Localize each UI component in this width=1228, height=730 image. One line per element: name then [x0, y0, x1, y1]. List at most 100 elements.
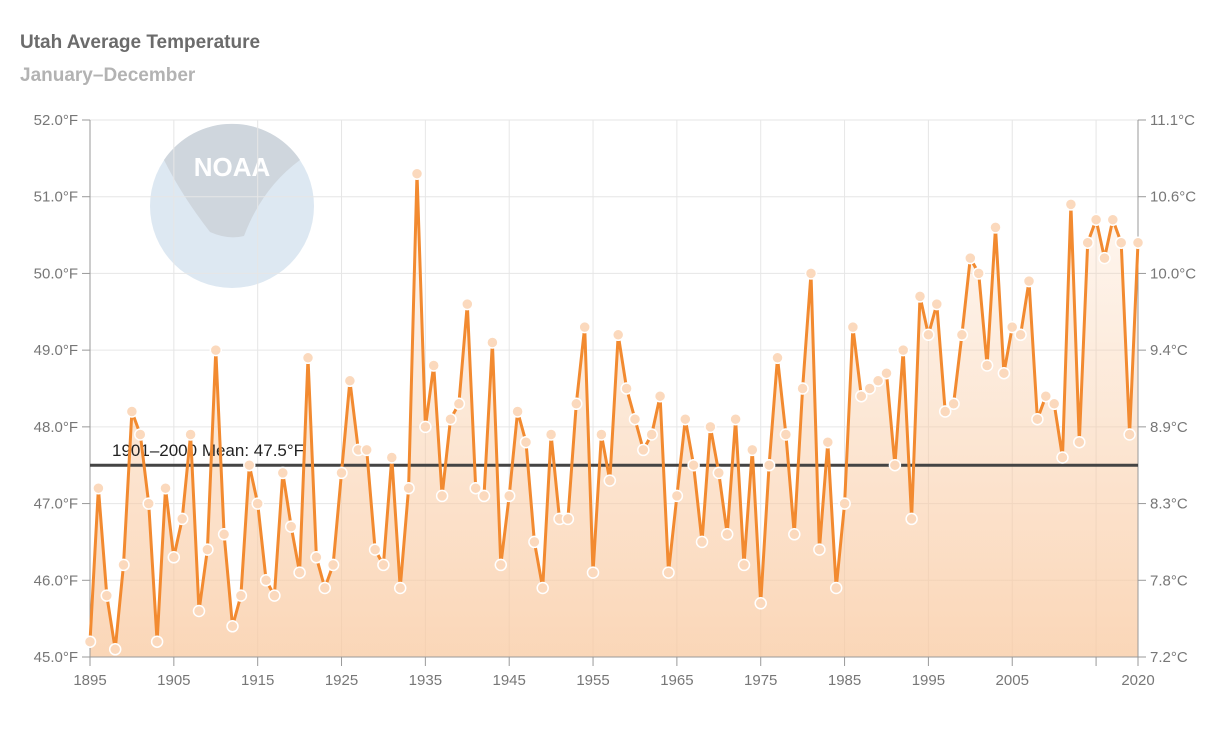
data-point: [729, 412, 742, 426]
data-point: [972, 267, 985, 280]
x-tick-label: 1925: [325, 672, 358, 689]
data-point: [1089, 213, 1103, 226]
data-point: [771, 351, 784, 365]
data-point: [108, 643, 122, 656]
x-tick-label: 1895: [73, 672, 106, 689]
x-tick-label: 1945: [493, 672, 526, 689]
data-point: [561, 512, 575, 526]
y-tick-label-left: 47.0°F: [34, 496, 78, 513]
x-tick-label: 1965: [660, 672, 693, 689]
data-point: [1106, 213, 1120, 226]
data-point: [670, 489, 684, 503]
data-point: [1022, 274, 1036, 288]
data-point: [989, 221, 1002, 234]
chart-axes: [82, 119, 1146, 666]
x-tick-label: 1955: [576, 672, 609, 689]
data-point: [452, 397, 466, 411]
data-point: [419, 420, 432, 434]
data-point: [888, 458, 902, 472]
data-point: [226, 620, 239, 633]
y-tick-label-right: 8.3°C: [1150, 496, 1188, 513]
data-point: [528, 535, 541, 549]
data-point: [259, 574, 273, 587]
data-point: [947, 397, 960, 411]
data-point: [276, 466, 290, 480]
series-points: [83, 167, 1145, 656]
data-point: [846, 320, 860, 334]
data-point: [645, 428, 658, 441]
data-point: [779, 428, 793, 441]
data-point: [595, 428, 608, 441]
y-tick-label-right: 7.8°C: [1150, 572, 1188, 589]
y-tick-label-right: 10.6°C: [1150, 189, 1196, 206]
mean-label: 1901–2000 Mean: 47.5°F: [112, 441, 304, 460]
data-point: [469, 481, 482, 495]
y-tick-label-right: 7.2°C: [1150, 649, 1188, 666]
x-tick-label: 1985: [828, 672, 861, 689]
tick-labels: 45.0°F 7.2°C 46.0°F 7.8°C 47.0°F 8.3°C 48.0°F 8…: [34, 112, 1197, 689]
data-point: [620, 382, 633, 395]
data-point: [125, 405, 139, 418]
x-tick-label: 1915: [241, 672, 274, 689]
data-point: [385, 451, 399, 464]
y-tick-label-left: 50.0°F: [34, 265, 78, 282]
data-point: [92, 481, 105, 495]
data-point: [175, 512, 189, 526]
data-point: [704, 420, 717, 434]
data-point: [804, 267, 818, 280]
series-line: [88, 172, 1140, 651]
data-point: [167, 551, 181, 564]
data-point: [829, 581, 843, 595]
data-point: [578, 320, 591, 334]
data-point: [662, 566, 675, 579]
data-point: [980, 359, 994, 372]
data-point: [134, 428, 147, 441]
data-point: [142, 497, 155, 510]
data-point: [1005, 320, 1019, 334]
data-point: [997, 366, 1011, 380]
mean-line-group: 1901–2000 Mean: 47.5°F: [90, 441, 1138, 467]
data-point: [687, 458, 700, 472]
data-point: [234, 589, 248, 602]
data-point: [117, 558, 130, 572]
data-point: [1081, 236, 1094, 249]
data-point: [1014, 328, 1027, 342]
data-point: [217, 528, 231, 541]
y-tick-label-right: 11.1°C: [1150, 112, 1195, 129]
data-point: [746, 443, 759, 457]
y-tick-label-left: 52.0°F: [34, 112, 78, 129]
data-point: [502, 489, 516, 503]
data-point: [712, 466, 726, 480]
data-point: [461, 297, 474, 311]
data-point: [477, 489, 491, 503]
data-point: [293, 566, 306, 579]
data-point: [268, 589, 281, 602]
noaa-logo-bird: [164, 123, 300, 238]
data-point: [159, 481, 172, 495]
data-point: [1047, 397, 1061, 411]
data-point: [251, 497, 264, 510]
x-tick-label: 1975: [744, 672, 777, 689]
chart-subtitle: January–December: [20, 65, 196, 86]
data-point: [536, 581, 549, 595]
data-point: [1073, 435, 1086, 449]
series-line-group: [88, 172, 1140, 651]
data-point: [343, 374, 357, 388]
data-point: [284, 520, 298, 533]
data-point: [427, 359, 440, 372]
data-point: [1031, 412, 1044, 426]
data-point: [494, 558, 508, 572]
data-point: [83, 635, 97, 648]
data-point: [368, 543, 382, 556]
data-point: [1056, 451, 1069, 464]
data-point: [880, 366, 893, 380]
data-point: [1114, 236, 1128, 249]
y-tick-label-left: 49.0°F: [34, 342, 78, 359]
data-point: [913, 290, 927, 303]
y-tick-label-left: 48.0°F: [34, 419, 78, 436]
data-point: [838, 497, 851, 510]
data-point: [871, 374, 885, 388]
data-point: [192, 604, 206, 618]
data-point: [444, 412, 457, 426]
data-point: [393, 581, 407, 595]
